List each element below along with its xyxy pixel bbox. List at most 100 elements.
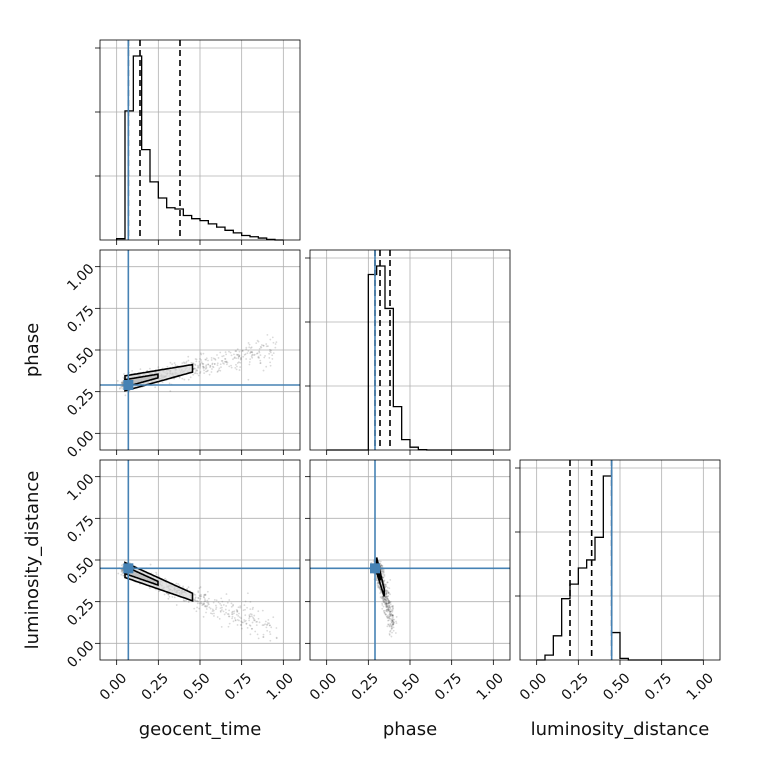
scatter-point <box>381 602 384 605</box>
scatter-point <box>388 601 390 604</box>
scatter-point <box>244 353 247 356</box>
scatter-point <box>239 356 242 359</box>
scatter-point <box>385 602 388 605</box>
luminosity_distance-x-axis-label: luminosity_distance <box>531 719 710 740</box>
scatter-point <box>183 599 186 602</box>
scatter-point <box>391 614 394 617</box>
scatter-point <box>200 595 203 598</box>
scatter-point <box>387 591 390 594</box>
scatter-point <box>382 569 385 571</box>
scatter-point <box>385 602 388 605</box>
scatter-point <box>222 354 225 357</box>
scatter-point <box>240 357 242 360</box>
scatter-point <box>376 584 379 587</box>
scatter-point <box>387 602 390 604</box>
scatter-point <box>199 352 202 355</box>
scatter-point <box>395 622 398 625</box>
scatter-point <box>209 365 212 367</box>
scatter-point <box>192 373 195 376</box>
scatter-point <box>230 602 233 605</box>
scatter-point <box>382 570 384 573</box>
scatter-point <box>257 355 260 358</box>
scatter-point <box>385 610 388 613</box>
scatter-point <box>119 387 121 389</box>
scatter-point <box>202 366 204 368</box>
scatter-point <box>197 597 200 600</box>
scatter-point <box>199 358 201 360</box>
scatter-point <box>236 624 239 626</box>
y-tick-label: 0.00 <box>64 638 97 671</box>
scatter-point <box>207 363 210 366</box>
scatter-point <box>217 370 219 373</box>
scatter-point <box>169 361 172 364</box>
scatter-point <box>388 632 391 635</box>
scatter-point <box>220 604 223 607</box>
scatter-point <box>182 585 185 588</box>
scatter-point <box>389 613 392 616</box>
scatter-point <box>385 593 388 595</box>
scatter-point <box>270 349 272 352</box>
scatter-point <box>241 349 244 352</box>
scatter-point <box>235 613 238 616</box>
scatter-point <box>385 593 387 596</box>
scatter-point <box>173 362 176 364</box>
scatter-point <box>391 619 394 622</box>
scatter-point <box>379 564 382 567</box>
scatter-point <box>249 347 252 349</box>
scatter-point <box>377 581 380 584</box>
scatter-point <box>259 354 262 357</box>
scatter-point <box>255 342 258 345</box>
scatter-point <box>385 603 388 606</box>
scatter-point <box>211 365 214 368</box>
scatter-point <box>184 599 187 602</box>
scatter-point <box>249 608 252 611</box>
scatter-point <box>233 356 236 359</box>
scatter-point <box>167 593 170 596</box>
scatter-point <box>148 587 151 590</box>
scatter-point <box>381 568 384 571</box>
scatter-point <box>385 605 388 608</box>
scatter-point <box>199 372 201 374</box>
scatter-point <box>240 620 243 623</box>
truth-marker <box>370 563 380 574</box>
scatter-point <box>245 348 248 351</box>
scatter-point <box>262 344 265 347</box>
scatter-point <box>388 604 391 607</box>
scatter-point <box>383 601 386 604</box>
scatter-point <box>253 354 255 357</box>
scatter-point <box>392 607 394 610</box>
scatter-point <box>390 624 393 627</box>
scatter-point <box>253 617 255 620</box>
scatter-point <box>385 595 388 598</box>
scatter-point <box>232 603 235 606</box>
scatter-point <box>392 621 395 623</box>
scatter-point <box>235 350 238 353</box>
scatter-point <box>275 627 278 629</box>
scatter-point <box>383 611 386 614</box>
scatter-point <box>258 621 261 624</box>
scatter-point <box>210 371 213 373</box>
scatter-point <box>177 583 180 585</box>
scatter-point <box>187 378 190 381</box>
scatter-point <box>376 577 379 580</box>
scatter-point <box>247 378 250 381</box>
scatter-point <box>382 610 385 612</box>
scatter-point <box>385 615 388 618</box>
scatter-point <box>268 624 271 627</box>
scatter-point <box>394 632 397 634</box>
scatter-point <box>256 620 259 623</box>
x-tick-label: 0.00 <box>517 670 550 703</box>
scatter-point <box>199 362 202 365</box>
scatter-point <box>196 602 199 605</box>
scatter-point <box>224 608 227 611</box>
scatter-point <box>391 610 394 613</box>
scatter-point <box>220 626 223 628</box>
scatter-point <box>224 351 227 354</box>
scatter-point <box>155 571 158 574</box>
scatter-point <box>253 619 255 622</box>
scatter-point <box>194 368 197 370</box>
scatter-point <box>185 360 188 363</box>
geocent_time-x-axis-label: geocent_time <box>139 719 262 740</box>
scatter-point <box>375 577 378 580</box>
scatter-point <box>236 609 239 612</box>
